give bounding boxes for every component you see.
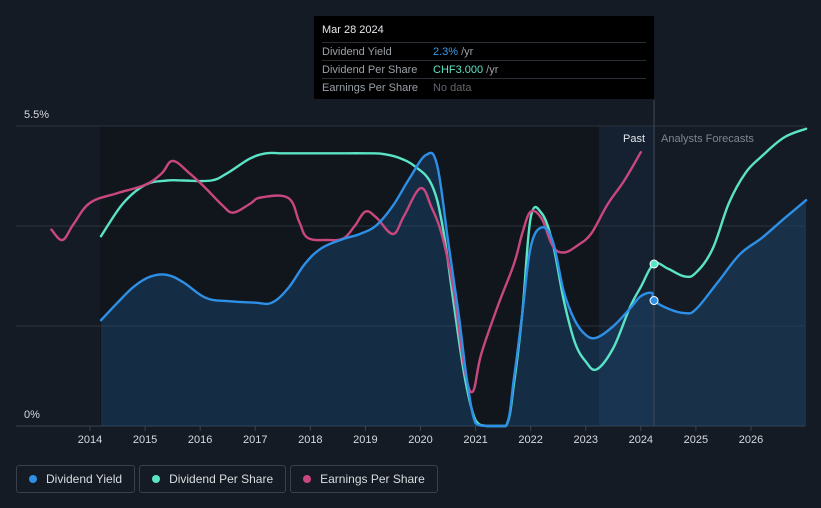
x-tick-label: 2019 bbox=[353, 434, 377, 446]
tooltip-row-dividend-yield: Dividend Yield 2.3% /yr bbox=[322, 42, 646, 60]
tooltip-row-earnings-per-share: Earnings Per Share No data bbox=[322, 78, 646, 96]
tooltip-row-dividend-per-share: Dividend Per Share CHF3.000 /yr bbox=[322, 60, 646, 78]
x-tick-label: 2021 bbox=[463, 434, 487, 446]
x-tick-label: 2022 bbox=[518, 434, 542, 446]
tooltip-row-value: 2.3% bbox=[433, 45, 459, 58]
x-tick-label: 2015 bbox=[133, 434, 157, 446]
x-tick-label: 2014 bbox=[78, 434, 102, 446]
dividend-yield-dot-icon bbox=[29, 475, 37, 483]
x-axis: 2014 2015 2016 2017 2018 2019 2020 2021 2022 2023… bbox=[78, 426, 763, 446]
tooltip: Mar 28 2024 Dividend Yield 2.3% /yr Divi… bbox=[314, 16, 654, 99]
tooltip-row-value: No data bbox=[433, 81, 472, 94]
dividend-yield-marker bbox=[649, 296, 659, 306]
legend-item-earnings-per-share[interactable]: Earnings Per Share bbox=[290, 465, 438, 493]
legend-label: Dividend Yield bbox=[46, 472, 123, 486]
tooltip-date: Mar 28 2024 bbox=[322, 24, 384, 36]
x-tick-label: 2020 bbox=[408, 434, 432, 446]
x-tick-label: 2025 bbox=[684, 434, 708, 446]
legend-item-dividend-yield[interactable]: Dividend Yield bbox=[16, 465, 136, 493]
past-region-label: Past bbox=[623, 133, 645, 145]
tooltip-row-value: CHF3.000 bbox=[433, 63, 484, 76]
legend-label: Earnings Per Share bbox=[320, 472, 425, 486]
x-tick-label: 2023 bbox=[574, 434, 598, 446]
markers-layer bbox=[649, 259, 659, 306]
x-tick-label: 2016 bbox=[188, 434, 212, 446]
legend-item-dividend-per-share[interactable]: Dividend Per Share bbox=[139, 465, 287, 493]
dividend-per-share-marker bbox=[649, 259, 659, 269]
x-tick-label: 2026 bbox=[739, 434, 763, 446]
tooltip-row-label: Earnings Per Share bbox=[322, 81, 418, 94]
tooltip-row-unit: /yr bbox=[461, 45, 474, 58]
tooltip-row-label: Dividend Per Share bbox=[322, 63, 418, 76]
gridlines bbox=[16, 125, 805, 427]
forecast-region-label: Analysts Forecasts bbox=[661, 133, 754, 145]
earnings-per-share-line bbox=[50, 151, 642, 394]
x-tick-label: 2018 bbox=[298, 434, 322, 446]
x-tick-label: 2024 bbox=[629, 434, 653, 446]
x-tick-label: 2017 bbox=[243, 434, 267, 446]
tooltip-row-label: Dividend Yield bbox=[322, 45, 392, 58]
dividend-per-share-dot-icon bbox=[152, 475, 161, 483]
y-tick-label-top: 5.5% bbox=[24, 109, 49, 121]
y-tick-label-bottom: 0% bbox=[24, 409, 40, 421]
earnings-per-share-dot-icon bbox=[303, 475, 312, 483]
legend-label: Dividend Per Share bbox=[169, 472, 274, 486]
tooltip-row-unit: /yr bbox=[486, 63, 499, 76]
legend: Dividend Yield Dividend Per Share Earnin… bbox=[16, 465, 438, 493]
